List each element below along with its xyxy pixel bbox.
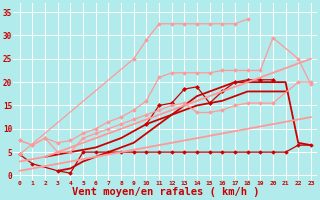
X-axis label: Vent moyen/en rafales ( km/h ): Vent moyen/en rafales ( km/h ): [72, 187, 259, 197]
